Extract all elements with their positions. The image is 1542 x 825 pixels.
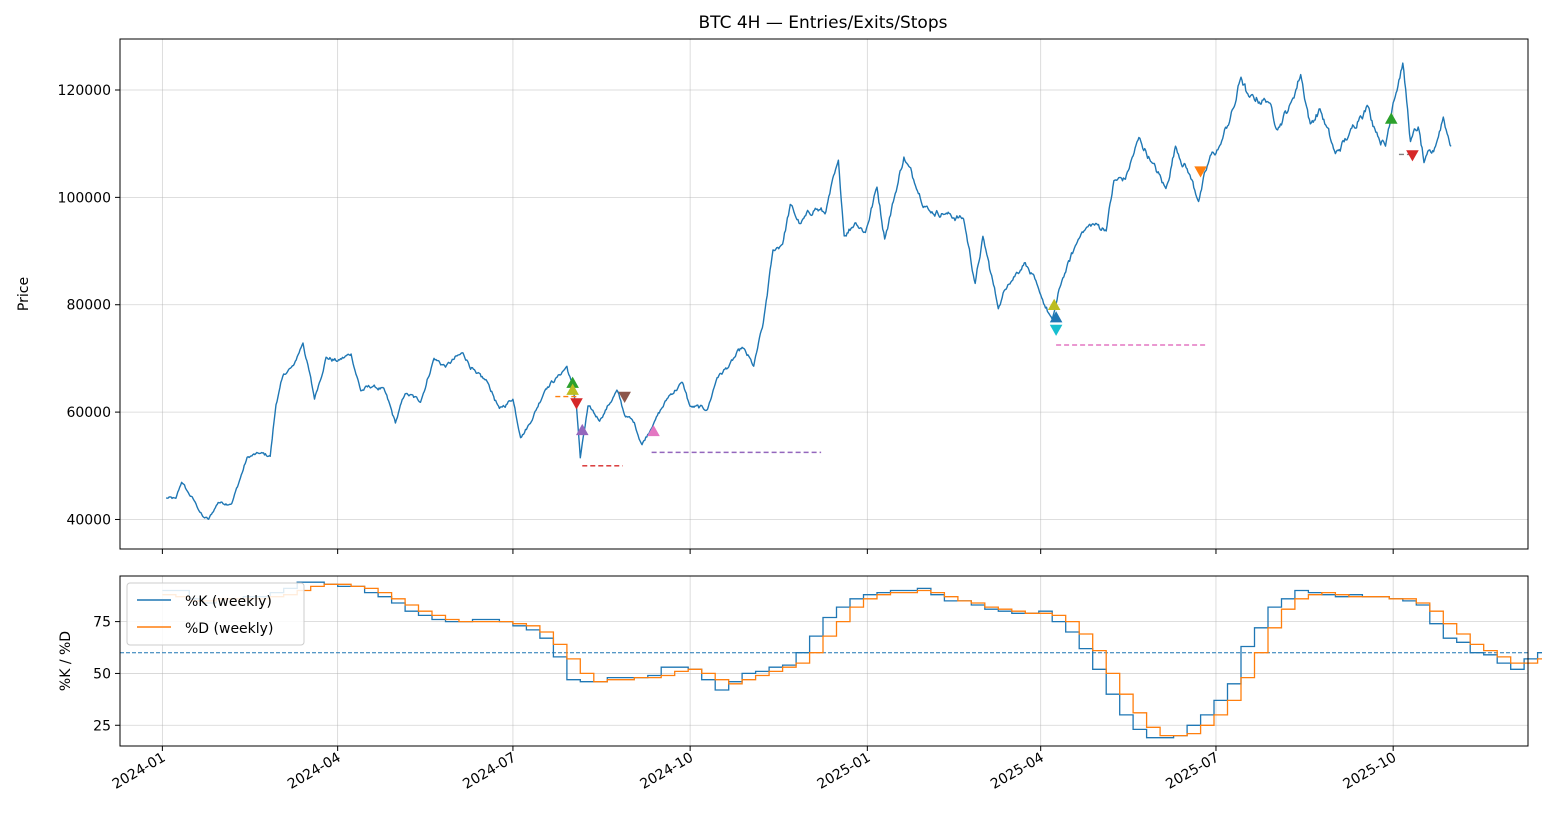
exit-marker [1194,166,1207,178]
entry-marker [1049,311,1063,323]
entry-marker [566,383,579,395]
exit-marker [1406,150,1419,162]
price-ytick-label: 80000 [66,298,111,314]
price-series-line [165,62,1452,520]
entry-marker [647,424,660,437]
stoch-axes-frame [119,575,1529,747]
price-ytick-label: 40000 [66,512,111,528]
price-ytick-label: 100000 [58,190,111,206]
price-panel: 40000 60000 80000 100000 120000 Price [16,38,1529,554]
price-chart-title: BTC 4H — Entries/Exits/Stops [699,13,948,33]
entry-marker [575,423,589,436]
price-axes-frame [119,38,1529,550]
stoch-ylabel: %K / %D [58,631,74,691]
exit-marker [618,391,631,403]
price-ylabel: Price [16,277,32,311]
stoch-ytick-label: 50 [93,666,111,682]
d-series-line [162,583,1542,737]
legend-d-label: %D (weekly) [185,621,273,637]
legend: %K (weekly) %D (weekly) [126,582,305,646]
exit-marker [570,398,583,410]
entry-marker [1047,298,1061,311]
stoch-ytick-label: 25 [93,718,111,734]
stoch-ytick-label: 75 [93,615,111,631]
legend-k-label: %K (weekly) [185,594,272,610]
price-ytick-label: 60000 [66,405,111,421]
entry-marker [566,376,579,388]
entry-marker [1384,112,1398,124]
legend-box [126,582,305,646]
exit-marker [1049,324,1063,336]
price-ytick-label: 120000 [58,83,111,99]
